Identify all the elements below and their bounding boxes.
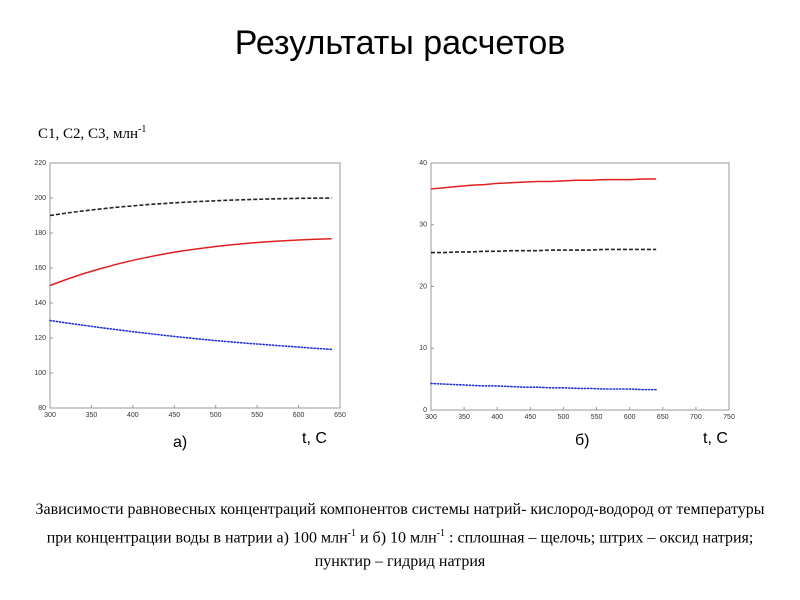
slide-title: Результаты расчетов (234, 24, 566, 62)
x-axis-label: t, C (302, 430, 327, 447)
y-tick-label: 220 (34, 160, 46, 167)
x-tick-label: 450 (524, 414, 536, 421)
x-tick-label: 650 (657, 414, 669, 421)
y-tick-label: 200 (34, 195, 46, 202)
plot-frame (49, 162, 341, 409)
data-line (430, 178, 657, 190)
y-label-sup: -1 (138, 124, 147, 135)
y-tick-label: 20 (419, 283, 427, 290)
y-tick-label: 10 (419, 345, 427, 352)
caption-text: Зависимости равновесных концентраций ком… (35, 501, 765, 547)
x-tick-label: 600 (624, 414, 636, 421)
x-tick-label: 500 (558, 414, 570, 421)
x-tick-label: 750 (723, 414, 735, 421)
panel-label: а) (173, 434, 188, 451)
y-tick-label: 40 (419, 160, 427, 167)
x-tick-label: 300 (44, 412, 56, 419)
x-tick-label: 300 (425, 414, 437, 421)
x-tick-label: 350 (86, 412, 98, 419)
caption-text: и б) 10 млн (355, 529, 437, 547)
x-axis-label: t, C (703, 430, 728, 447)
data-line (49, 238, 332, 287)
data-line (49, 197, 332, 217)
y-axis-label: С1, С2, С3, млн-1 (38, 124, 146, 143)
x-tick-label: 400 (127, 412, 139, 419)
caption-sup: -1 (347, 528, 356, 539)
x-tick-label: 400 (491, 414, 503, 421)
y-tick-label: 80 (38, 405, 46, 412)
y-tick-label: 0 (423, 407, 427, 414)
panel-label: б) (575, 432, 590, 449)
caption: Зависимости равновесных концентраций ком… (25, 498, 775, 574)
data-line (49, 319, 333, 351)
y-tick-label: 30 (419, 222, 427, 229)
x-tick-label: 350 (458, 414, 470, 421)
x-tick-label: 550 (591, 414, 603, 421)
x-tick-label: 600 (293, 412, 305, 419)
y-tick-label: 120 (34, 335, 46, 342)
x-tick-label: 450 (168, 412, 180, 419)
y-label-text: С1, С2, С3, млн (38, 126, 139, 142)
data-line (431, 248, 657, 254)
y-tick-label: 180 (34, 230, 46, 237)
x-tick-label: 700 (690, 414, 702, 421)
y-tick-label: 160 (34, 265, 46, 272)
data-line (430, 382, 657, 391)
plot-frame (430, 162, 730, 411)
x-tick-label: 550 (251, 412, 263, 419)
caption-text: : сплошная – щелочь; штрих – оксид натри… (314, 529, 754, 571)
x-tick-label: 500 (210, 412, 222, 419)
y-tick-label: 140 (34, 300, 46, 307)
y-tick-label: 100 (34, 370, 46, 377)
x-tick-label: 650 (334, 412, 346, 419)
caption-sup: -1 (436, 528, 446, 539)
